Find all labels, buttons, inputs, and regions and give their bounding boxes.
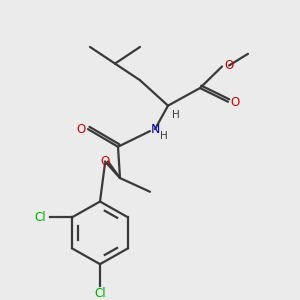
Text: H: H	[172, 110, 180, 120]
Text: N: N	[150, 123, 160, 136]
Text: O: O	[76, 123, 85, 136]
Text: H: H	[160, 131, 168, 141]
Text: Cl: Cl	[94, 287, 106, 300]
Text: O: O	[100, 155, 109, 168]
Text: O: O	[230, 96, 240, 109]
Text: Cl: Cl	[34, 211, 46, 224]
Text: O: O	[224, 59, 234, 72]
